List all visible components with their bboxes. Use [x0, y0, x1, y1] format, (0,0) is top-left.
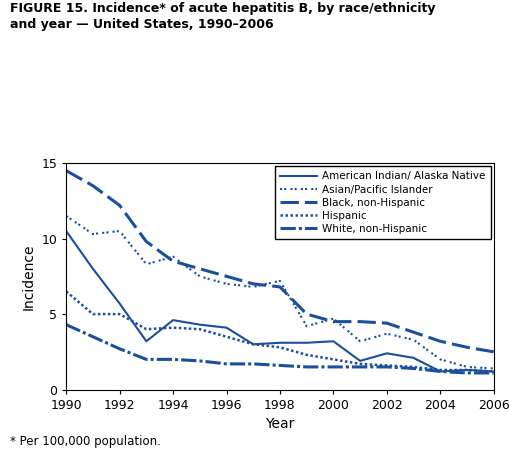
Hispanic	[196, 327, 203, 332]
Black, non-Hispanic	[410, 329, 416, 335]
Asian/Pacific Islander	[196, 274, 203, 279]
American Indian/ Alaska Native	[304, 340, 310, 346]
American Indian/ Alaska Native	[437, 369, 443, 374]
American Indian/ Alaska Native	[384, 351, 390, 356]
Asian/Pacific Islander	[170, 254, 176, 260]
Text: and year — United States, 1990–2006: and year — United States, 1990–2006	[10, 18, 274, 31]
American Indian/ Alaska Native	[277, 340, 283, 346]
Black, non-Hispanic	[384, 320, 390, 326]
White, non-Hispanic	[491, 370, 497, 376]
Asian/Pacific Islander	[223, 281, 230, 287]
White, non-Hispanic	[223, 361, 230, 366]
White, non-Hispanic	[410, 366, 416, 371]
American Indian/ Alaska Native	[491, 369, 497, 374]
White, non-Hispanic	[143, 357, 149, 362]
Text: * Per 100,000 population.: * Per 100,000 population.	[10, 435, 161, 448]
Asian/Pacific Islander	[330, 316, 336, 321]
White, non-Hispanic	[250, 361, 257, 366]
Black, non-Hispanic	[330, 319, 336, 324]
American Indian/ Alaska Native	[170, 318, 176, 323]
Line: American Indian/ Alaska Native: American Indian/ Alaska Native	[66, 231, 494, 371]
American Indian/ Alaska Native	[117, 301, 123, 306]
Black, non-Hispanic	[250, 281, 257, 287]
Black, non-Hispanic	[90, 183, 96, 188]
Asian/Pacific Islander	[464, 364, 470, 370]
Hispanic	[304, 352, 310, 357]
Asian/Pacific Islander	[437, 357, 443, 362]
American Indian/ Alaska Native	[143, 338, 149, 344]
American Indian/ Alaska Native	[196, 322, 203, 328]
Hispanic	[250, 342, 257, 347]
Y-axis label: Incidence: Incidence	[22, 243, 36, 309]
Hispanic	[491, 369, 497, 374]
Hispanic	[464, 367, 470, 373]
White, non-Hispanic	[170, 357, 176, 362]
Asian/Pacific Islander	[491, 366, 497, 371]
Hispanic	[143, 327, 149, 332]
Asian/Pacific Islander	[90, 231, 96, 237]
White, non-Hispanic	[196, 358, 203, 364]
White, non-Hispanic	[117, 346, 123, 352]
White, non-Hispanic	[437, 369, 443, 374]
Hispanic	[277, 345, 283, 350]
Black, non-Hispanic	[170, 259, 176, 264]
White, non-Hispanic	[357, 364, 363, 370]
White, non-Hispanic	[304, 364, 310, 370]
Hispanic	[437, 367, 443, 373]
American Indian/ Alaska Native	[250, 342, 257, 347]
Black, non-Hispanic	[223, 274, 230, 279]
White, non-Hispanic	[90, 334, 96, 339]
White, non-Hispanic	[330, 364, 336, 370]
Hispanic	[170, 325, 176, 330]
White, non-Hispanic	[464, 370, 470, 376]
Line: White, non-Hispanic: White, non-Hispanic	[66, 325, 494, 373]
Black, non-Hispanic	[357, 319, 363, 324]
Asian/Pacific Islander	[250, 284, 257, 289]
Black, non-Hispanic	[437, 338, 443, 344]
Black, non-Hispanic	[304, 311, 310, 317]
Asian/Pacific Islander	[304, 323, 310, 329]
Black, non-Hispanic	[196, 266, 203, 271]
White, non-Hispanic	[63, 322, 69, 328]
American Indian/ Alaska Native	[330, 338, 336, 344]
American Indian/ Alaska Native	[63, 228, 69, 234]
Asian/Pacific Islander	[410, 337, 416, 342]
White, non-Hispanic	[384, 364, 390, 370]
Black, non-Hispanic	[63, 168, 69, 173]
Hispanic	[330, 357, 336, 362]
Line: Hispanic: Hispanic	[66, 291, 494, 371]
Black, non-Hispanic	[143, 239, 149, 244]
Hispanic	[223, 334, 230, 339]
Black, non-Hispanic	[117, 202, 123, 208]
White, non-Hispanic	[277, 363, 283, 368]
X-axis label: Year: Year	[265, 417, 295, 431]
Hispanic	[384, 363, 390, 368]
American Indian/ Alaska Native	[464, 367, 470, 373]
American Indian/ Alaska Native	[357, 358, 363, 364]
Asian/Pacific Islander	[384, 331, 390, 337]
Legend: American Indian/ Alaska Native, Asian/Pacific Islander, Black, non-Hispanic, His: American Indian/ Alaska Native, Asian/Pa…	[275, 166, 491, 239]
Black, non-Hispanic	[491, 349, 497, 355]
Line: Black, non-Hispanic: Black, non-Hispanic	[66, 171, 494, 352]
Hispanic	[90, 311, 96, 317]
Line: Asian/Pacific Islander: Asian/Pacific Islander	[66, 216, 494, 368]
Hispanic	[410, 364, 416, 370]
Asian/Pacific Islander	[143, 261, 149, 267]
American Indian/ Alaska Native	[410, 355, 416, 361]
Hispanic	[63, 289, 69, 294]
American Indian/ Alaska Native	[223, 325, 230, 330]
Hispanic	[117, 311, 123, 317]
Text: FIGURE 15. Incidence* of acute hepatitis B, by race/ethnicity: FIGURE 15. Incidence* of acute hepatitis…	[10, 2, 436, 15]
Asian/Pacific Islander	[277, 278, 283, 284]
Asian/Pacific Islander	[357, 338, 363, 344]
Asian/Pacific Islander	[63, 213, 69, 219]
American Indian/ Alaska Native	[90, 266, 96, 271]
Asian/Pacific Islander	[117, 228, 123, 234]
Black, non-Hispanic	[464, 345, 470, 350]
Hispanic	[357, 361, 363, 366]
Black, non-Hispanic	[277, 284, 283, 289]
